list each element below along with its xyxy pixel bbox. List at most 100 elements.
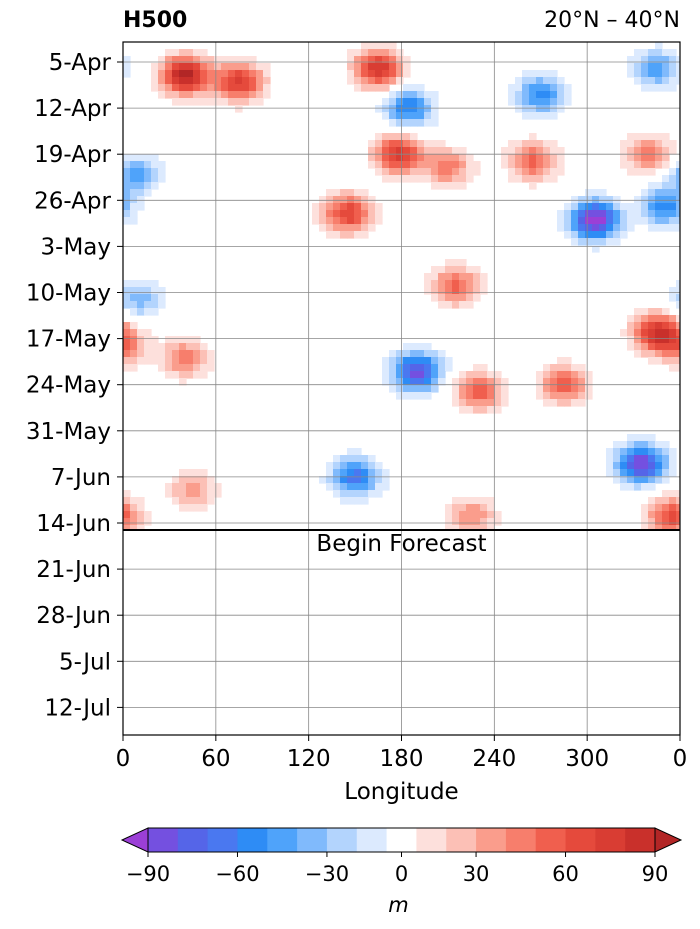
anomaly-cell: [319, 196, 327, 204]
anomaly-cell: [123, 294, 131, 302]
anomaly-cell: [655, 343, 663, 351]
anomaly-cell: [347, 203, 355, 211]
anomaly-cell: [515, 140, 523, 148]
anomaly-cell: [438, 266, 446, 274]
anomaly-cell: [193, 336, 201, 344]
anomaly-cell: [662, 497, 670, 505]
anomaly-cell: [123, 357, 131, 365]
anomaly-cell: [655, 525, 663, 529]
anomaly-cell: [417, 147, 425, 155]
anomaly-cell: [655, 497, 663, 505]
anomaly-cell: [571, 196, 579, 204]
anomaly-cell: [333, 469, 341, 477]
colorbar-swatch: [177, 828, 209, 852]
anomaly-cell: [529, 105, 537, 113]
anomaly-cell: [459, 406, 467, 414]
anomaly-cell: [396, 357, 404, 365]
anomaly-cell: [564, 210, 572, 218]
anomaly-cell: [172, 84, 180, 92]
anomaly-cell: [340, 490, 348, 498]
anomaly-cell: [480, 511, 488, 519]
anomaly-cell: [235, 84, 243, 92]
anomaly-cell: [347, 56, 355, 64]
anomaly-cell: [431, 140, 439, 148]
anomaly-cell: [522, 84, 530, 92]
anomaly-cell: [207, 77, 215, 85]
anomaly-cell: [522, 161, 530, 169]
anomaly-cell: [130, 357, 138, 365]
anomaly-cell: [613, 231, 621, 239]
anomaly-cell: [179, 504, 187, 512]
anomaly-cell: [361, 189, 369, 197]
anomaly-cell: [473, 273, 481, 281]
anomaly-cell: [655, 476, 663, 484]
anomaly-cell: [249, 63, 257, 71]
anomaly-cell: [368, 161, 376, 169]
anomaly-cell: [655, 70, 663, 78]
anomaly-cell: [214, 77, 222, 85]
anomaly-cell: [186, 91, 194, 99]
anomaly-cell: [193, 84, 201, 92]
anomaly-cell: [466, 525, 474, 529]
anomaly-cell: [347, 217, 355, 225]
y-axis-ticks: 5-Apr 12-Apr 19-Apr 26-Apr 3-May 10-May 17-May…: [26, 50, 123, 721]
anomaly-cell: [403, 56, 411, 64]
anomaly-cell: [389, 350, 397, 358]
anomaly-cell: [158, 343, 166, 351]
anomaly-cell: [480, 385, 488, 393]
anomaly-cell: [620, 469, 628, 477]
anomaly-cell: [144, 182, 152, 190]
anomaly-cell: [193, 63, 201, 71]
anomaly-cell: [662, 518, 670, 526]
anomaly-cell: [676, 525, 680, 529]
anomaly-cell: [347, 70, 355, 78]
anomaly-cell: [571, 392, 579, 400]
anomaly-cell: [578, 364, 586, 372]
anomaly-cell: [158, 91, 166, 99]
anomaly-cell: [634, 329, 642, 337]
anomaly-cell: [438, 378, 446, 386]
anomaly-cell: [459, 280, 467, 288]
anomaly-cell: [200, 469, 208, 477]
anomaly-cell: [641, 84, 649, 92]
anomaly-cell: [669, 343, 677, 351]
anomaly-cell: [676, 329, 680, 337]
anomaly-cell: [165, 84, 173, 92]
anomaly-cell: [144, 294, 152, 302]
anomaly-cell: [648, 308, 656, 316]
anomaly-cell: [396, 133, 404, 141]
anomaly-cell: [438, 287, 446, 295]
anomaly-cell: [172, 497, 180, 505]
anomaly-cell: [662, 147, 670, 155]
anomaly-cell: [522, 98, 530, 106]
anomaly-cell: [417, 168, 425, 176]
anomaly-cell: [662, 70, 670, 78]
anomaly-cell: [627, 210, 635, 218]
anomaly-cell: [410, 378, 418, 386]
anomaly-cell: [620, 441, 628, 449]
anomaly-cell: [543, 385, 551, 393]
anomaly-cell: [410, 175, 418, 183]
anomaly-cell: [627, 147, 635, 155]
anomaly-cell: [529, 133, 537, 141]
anomaly-cell: [634, 217, 642, 225]
anomaly-cell: [200, 371, 208, 379]
anomaly-cell: [123, 56, 131, 64]
anomaly-cell: [186, 56, 194, 64]
anomaly-cell: [459, 147, 467, 155]
anomaly-cell: [375, 105, 383, 113]
anomaly-cell: [354, 189, 362, 197]
anomaly-cell: [333, 224, 341, 232]
anomaly-cell: [606, 448, 614, 456]
anomaly-cell: [326, 476, 334, 484]
anomaly-cell: [186, 357, 194, 365]
anomaly-cell: [669, 168, 677, 176]
anomaly-cell: [634, 308, 642, 316]
colorbar-extend-high: [654, 827, 683, 853]
anomaly-cell: [466, 406, 474, 414]
anomaly-cell: [487, 518, 495, 526]
anomaly-cell: [172, 357, 180, 365]
anomaly-cell: [655, 448, 663, 456]
anomaly-cell: [487, 504, 495, 512]
anomaly-cell: [130, 189, 138, 197]
